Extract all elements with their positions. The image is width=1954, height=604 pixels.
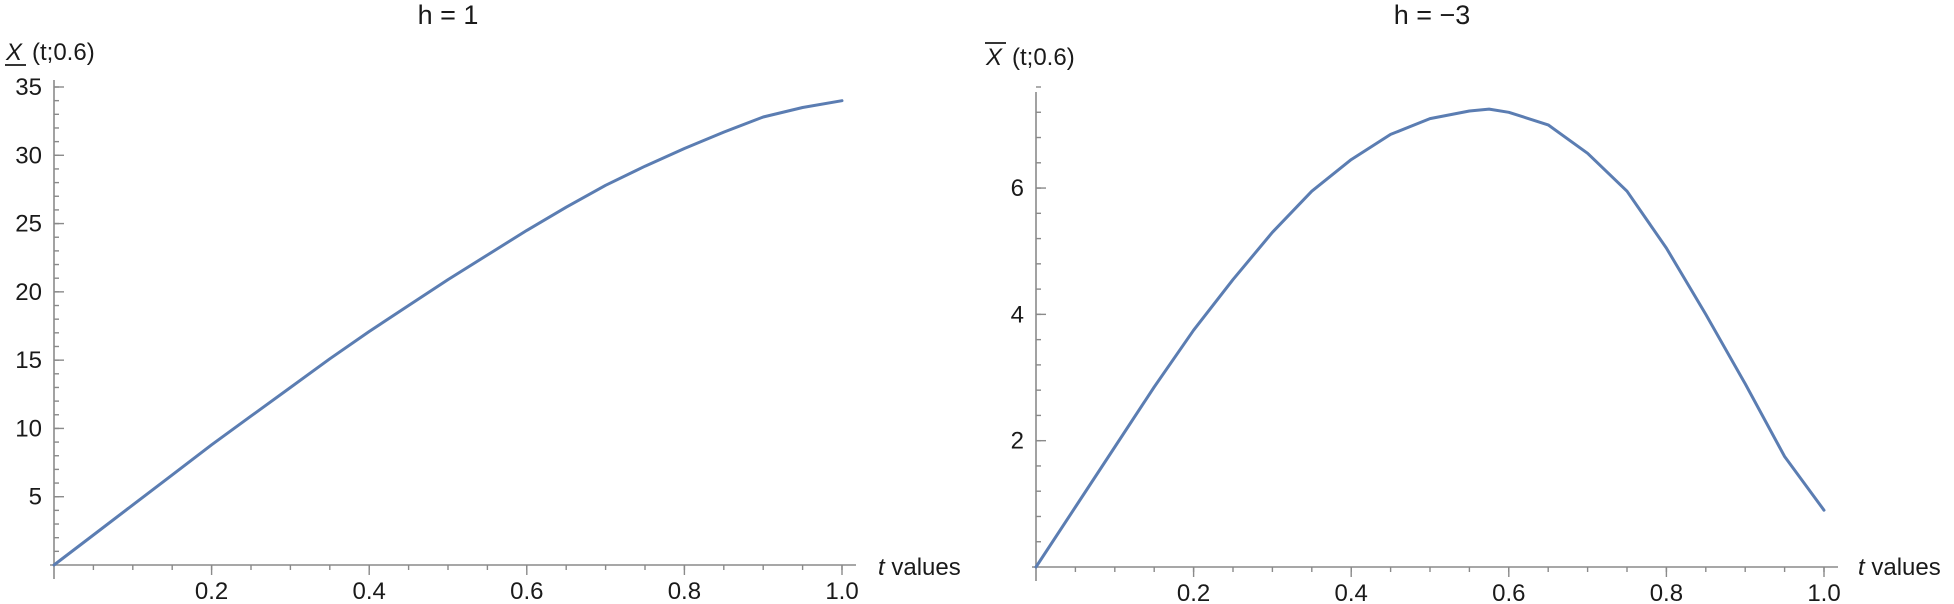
y-tick-label: 2 [1011, 428, 1024, 455]
y-tick-label: 15 [15, 347, 42, 374]
y-tick-label: 6 [1011, 175, 1024, 202]
chart-title: h = −3 [1394, 0, 1471, 30]
y-axis-label: X (t;0.6) [5, 39, 95, 66]
y-axis-label: X (t;0.6) [985, 42, 1075, 71]
series-line [1034, 107, 1826, 569]
y-tick-label: 20 [15, 279, 42, 306]
y-axis-label-symbol: X [5, 39, 23, 66]
y-tick-label: 10 [15, 415, 42, 442]
chart-right: 0.2 0.4 0.6 0.8 1.0 2 4 6 h = −3 X (t;0.6) t values [985, 0, 1941, 604]
y-tick-label: 30 [15, 142, 42, 169]
x-tick-label: 0.8 [668, 578, 701, 604]
x-tick-label: 0.6 [510, 578, 543, 604]
x-axis-label: t values [1858, 554, 1941, 581]
x-axis-label: t values [878, 554, 961, 581]
y-tick-label: 4 [1011, 301, 1024, 328]
y-tick-label: 35 [15, 74, 42, 101]
x-axis-label-var: t [878, 554, 886, 581]
x-tick-label: 0.6 [1492, 580, 1525, 604]
chart-left: 0.2 0.4 0.6 0.8 1.0 5 10 15 20 25 30 35 h = 1 X (t;0.6… [5, 0, 961, 604]
x-tick-label: 0.4 [1335, 580, 1368, 604]
x-axis-label-text: values [1865, 554, 1941, 581]
x-axis-label-text: values [885, 554, 961, 581]
y-axis-label-args: (t;0.6) [1012, 44, 1075, 71]
y-tick-label: 5 [29, 484, 42, 511]
y-tick-label: 25 [15, 211, 42, 238]
x-tick-label: 0.2 [1177, 580, 1210, 604]
y-axis-label-symbol: X [985, 44, 1003, 71]
x-tick-label: 0.8 [1650, 580, 1683, 604]
x-tick-label: 0.4 [353, 578, 386, 604]
x-tick-label: 0.2 [195, 578, 228, 604]
chart-title: h = 1 [418, 0, 479, 30]
x-tick-label: 1.0 [825, 578, 858, 604]
x-axis-label-var: t [1858, 554, 1866, 581]
y-axis-label-args: (t;0.6) [32, 39, 95, 66]
x-tick-label: 1.0 [1807, 580, 1840, 604]
series-line [52, 99, 844, 567]
